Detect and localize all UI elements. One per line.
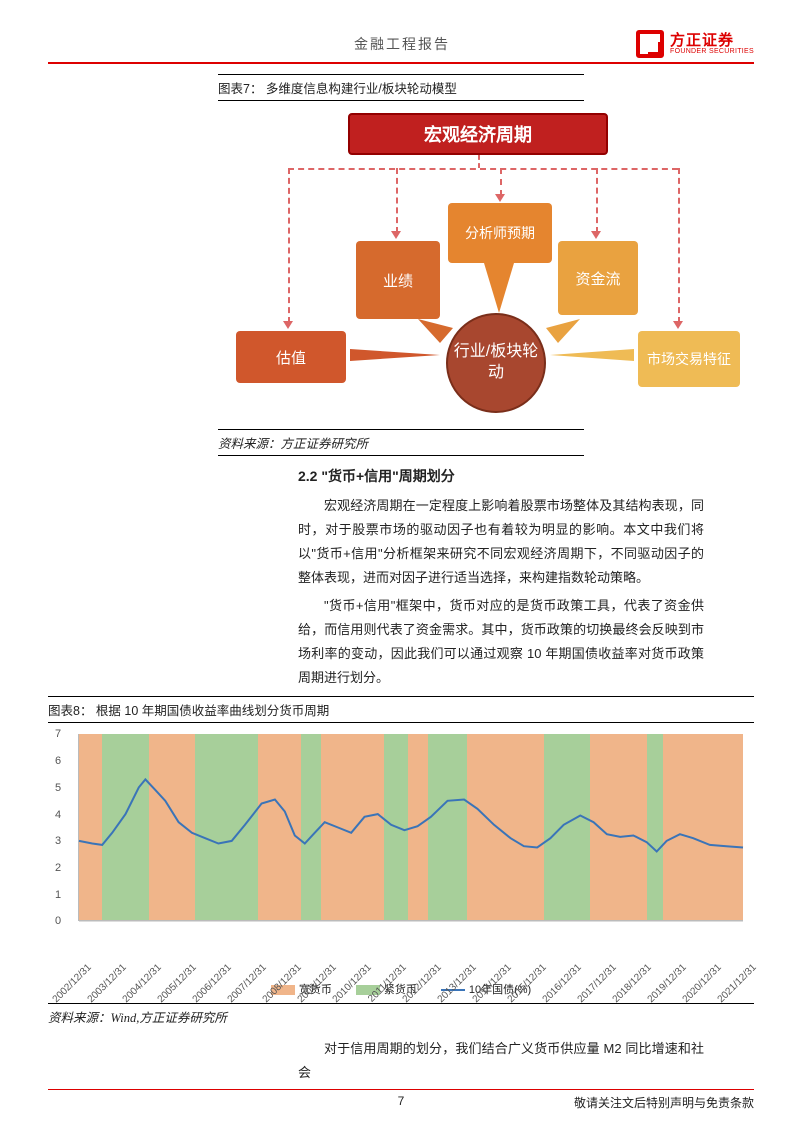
fig8-chart: 01234567 2002/12/312003/12/312004/12/312… — [48, 729, 748, 979]
fig7-caption: 图表7： 多维度信息构建行业/板块轮动模型 — [218, 74, 584, 101]
y-tick-label: 5 — [55, 782, 61, 794]
node-earnings: 业绩 — [356, 241, 440, 319]
node-market-trade: 市场交易特征 — [638, 331, 740, 387]
brand-logo: 方正证券 FOUNDER SECURITIES — [636, 30, 754, 58]
trailing-text: 对于信用周期的划分，我们结合广义货币供应量 M2 同比增速和社会 — [298, 1037, 704, 1085]
y-tick-label: 4 — [55, 809, 61, 821]
node-center: 行业/板块轮动 — [446, 313, 546, 413]
page-footer: 7 敬请关注文后特别声明与免责条款 — [48, 1089, 754, 1111]
logo-cn: 方正证券 — [670, 33, 754, 48]
yield-curve-line — [79, 734, 743, 921]
section-2-2-title: 2.2 "货币+信用"周期划分 — [298, 466, 754, 486]
y-tick-label: 0 — [55, 915, 61, 927]
fig7-source: 资料来源：方正证券研究所 — [218, 429, 584, 456]
node-valuation: 估值 — [236, 331, 346, 383]
page-number: 7 — [48, 1094, 754, 1108]
node-analyst-exp: 分析师预期 — [448, 203, 552, 263]
y-tick-label: 7 — [55, 728, 61, 740]
y-tick-label: 6 — [55, 755, 61, 767]
section-2-2-p2: "货币+信用"框架中，货币对应的是货币政策工具，代表了资金供给，而信用则代表了资… — [298, 594, 704, 690]
node-fund-flow: 资金流 — [558, 241, 638, 315]
y-tick-label: 1 — [55, 889, 61, 901]
fig8-caption: 图表8： 根据 10 年期国债收益率曲线划分货币周期 — [48, 696, 754, 723]
y-tick-label: 3 — [55, 835, 61, 847]
header-title: 金融工程报告 — [354, 36, 450, 52]
section-2-2-p1: 宏观经济周期在一定程度上影响着股票市场整体及其结构表现，同时，对于股票市场的驱动… — [298, 494, 704, 590]
page-header: 金融工程报告 方正证券 FOUNDER SECURITIES — [48, 30, 754, 64]
logo-icon — [636, 30, 664, 58]
fig7-diagram: 宏观经济周期 估值 业绩 分析师预期 资金流 市场交易特征 行业/板块轮动 — [218, 113, 584, 423]
node-macro-cycle: 宏观经济周期 — [348, 113, 608, 155]
logo-en: FOUNDER SECURITIES — [670, 48, 754, 55]
y-tick-label: 2 — [55, 862, 61, 874]
